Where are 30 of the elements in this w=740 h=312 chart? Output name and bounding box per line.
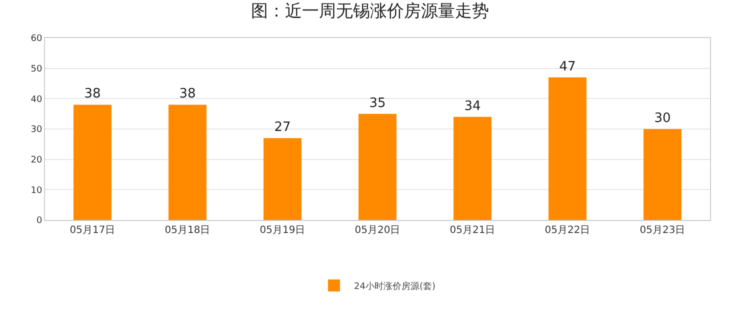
y-tick-label: 10 xyxy=(30,186,42,196)
data-label: 30 xyxy=(654,111,671,126)
chart-title: 图：近一周无锡涨价房源量走势 xyxy=(251,2,489,22)
legend-label: 24小时涨价房源(套) xyxy=(354,280,436,292)
x-tick-label: 05月19日 xyxy=(260,225,306,236)
x-tick-label: 05月22日 xyxy=(544,225,590,236)
y-tick-label: 60 xyxy=(30,34,42,44)
y-tick-label: 40 xyxy=(30,94,42,105)
x-tick-label: 05月20日 xyxy=(354,225,400,236)
x-tick-label: 05月18日 xyxy=(164,225,210,236)
bar xyxy=(74,104,112,220)
x-tick-label: 05月17日 xyxy=(70,225,116,236)
bar xyxy=(168,104,206,220)
y-tick-label: 50 xyxy=(30,64,42,74)
data-label: 47 xyxy=(559,59,576,74)
data-label: 38 xyxy=(84,86,101,102)
y-tick-label: 0 xyxy=(36,216,42,226)
bar xyxy=(548,77,586,220)
x-tick-label: 05月23日 xyxy=(640,225,686,236)
data-label: 34 xyxy=(464,98,481,114)
bar xyxy=(264,138,302,220)
x-tick-label: 05月21日 xyxy=(450,225,496,236)
y-tick-label: 30 xyxy=(30,125,42,136)
bar xyxy=(358,114,396,220)
y-tick-label: 20 xyxy=(30,155,42,166)
bar xyxy=(644,129,682,220)
data-label: 27 xyxy=(274,120,291,136)
data-label: 35 xyxy=(369,96,386,111)
bar xyxy=(454,116,492,220)
data-label: 38 xyxy=(179,86,196,102)
